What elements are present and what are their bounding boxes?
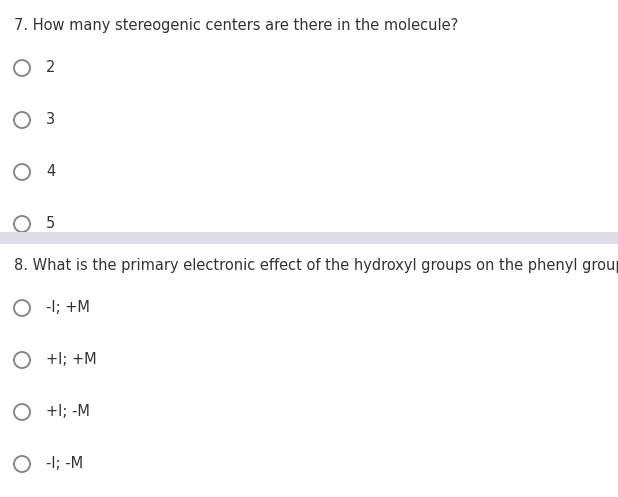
Text: 4: 4 xyxy=(46,165,55,179)
Text: +I; -M: +I; -M xyxy=(46,405,90,419)
Text: 2: 2 xyxy=(46,61,56,76)
Text: -I; +M: -I; +M xyxy=(46,301,90,316)
Text: +I; +M: +I; +M xyxy=(46,352,96,367)
Bar xyxy=(0,232,618,244)
Text: 7. How many stereogenic centers are there in the molecule?: 7. How many stereogenic centers are ther… xyxy=(14,18,459,33)
Text: 8. What is the primary electronic effect of the hydroxyl groups on the phenyl gr: 8. What is the primary electronic effect… xyxy=(14,258,618,273)
Text: 5: 5 xyxy=(46,217,55,232)
Text: -I; -M: -I; -M xyxy=(46,457,83,472)
Text: 3: 3 xyxy=(46,112,55,128)
